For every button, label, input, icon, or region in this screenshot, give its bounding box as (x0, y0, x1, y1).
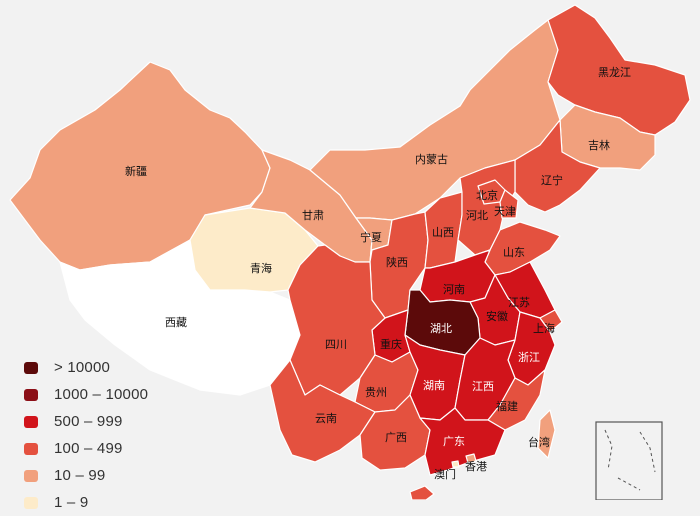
label-beijing: 北京 (476, 188, 498, 202)
label-sichuan: 四川 (325, 338, 347, 351)
label-neimenggu: 内蒙古 (415, 152, 448, 166)
china-province-map: 黑龙江 吉林 辽宁 内蒙古 新疆 甘肃 青海 西藏 宁夏 陕西 山西 北京 天津… (9, 4, 691, 500)
region-guangdong[interactable] (419, 407, 506, 476)
label-liaoning: 辽宁 (541, 173, 563, 187)
region-hongkong[interactable] (465, 453, 477, 464)
label-shandong: 山东 (503, 246, 525, 259)
label-fujian: 福建 (496, 399, 518, 413)
label-hubei: 湖北 (430, 322, 452, 335)
label-henan: 河南 (443, 283, 465, 296)
label-ningxia: 宁夏 (360, 230, 382, 244)
label-hunan: 湖南 (423, 379, 445, 392)
region-hebei[interactable] (457, 159, 516, 256)
label-taiwan: 台湾 (528, 435, 550, 449)
region-tianjin[interactable] (499, 189, 519, 219)
legend-swatch (24, 361, 38, 374)
label-shaanxi: 陕西 (386, 255, 408, 269)
label-gansu: 甘肃 (302, 209, 324, 222)
legend-swatch (24, 442, 38, 455)
legend-label: 1 – 9 (54, 494, 89, 511)
legend-label: 500 – 999 (54, 413, 123, 430)
legend-item[interactable]: 10 – 99 (24, 462, 148, 489)
label-anhui: 安徽 (486, 309, 508, 323)
label-xinjiang: 新疆 (125, 164, 147, 178)
label-chongqing: 重庆 (380, 337, 402, 351)
south-china-sea-islands (604, 429, 656, 491)
legend-swatch (24, 496, 38, 509)
legend-swatch (24, 415, 38, 428)
region-hainan[interactable] (409, 485, 435, 500)
legend-swatch (24, 388, 38, 401)
label-macau: 澳门 (434, 467, 456, 481)
legend-label: > 10000 (54, 359, 111, 376)
label-guizhou: 贵州 (365, 386, 387, 399)
label-shanxi: 山西 (432, 226, 454, 239)
region-macau[interactable] (451, 460, 460, 468)
label-jilin: 吉林 (588, 138, 610, 152)
legend-item[interactable]: 1000 – 10000 (24, 381, 148, 408)
label-zhejiang: 浙江 (518, 351, 540, 364)
legend-item[interactable]: 100 – 499 (24, 435, 148, 462)
label-guangdong: 广东 (443, 435, 465, 448)
label-shanghai: 上海 (533, 321, 555, 335)
legend-label: 1000 – 10000 (54, 386, 149, 403)
map-legend: > 10000 1000 – 10000 500 – 999 100 – 499… (24, 354, 148, 516)
label-hongkong: 香港 (465, 460, 487, 473)
legend-item[interactable]: 1 – 9 (24, 489, 148, 516)
legend-item[interactable]: > 10000 (24, 354, 148, 381)
label-guangxi: 广西 (385, 431, 407, 444)
province-labels: 黑龙江 吉林 辽宁 内蒙古 新疆 甘肃 青海 西藏 宁夏 陕西 山西 北京 天津… (125, 66, 631, 481)
label-jiangxi: 江西 (472, 380, 494, 393)
label-qinghai: 青海 (250, 261, 272, 275)
label-heilongjiang: 黑龙江 (598, 66, 631, 79)
region-shanxi[interactable] (424, 191, 463, 269)
legend-label: 100 – 499 (54, 440, 123, 457)
legend-item[interactable]: 500 – 999 (24, 408, 148, 435)
region-heilongjiang[interactable] (547, 4, 691, 136)
label-jiangsu: 江苏 (508, 296, 530, 309)
region-taiwan[interactable] (537, 409, 556, 459)
label-hebei: 河北 (466, 209, 488, 222)
label-tianjin: 天津 (494, 205, 516, 218)
legend-label: 10 – 99 (54, 467, 106, 484)
legend-swatch (24, 469, 38, 482)
label-xizang: 西藏 (165, 316, 187, 329)
region-fujian[interactable] (487, 369, 546, 431)
south-china-sea-inset (595, 421, 663, 500)
label-yunnan: 云南 (315, 412, 337, 425)
